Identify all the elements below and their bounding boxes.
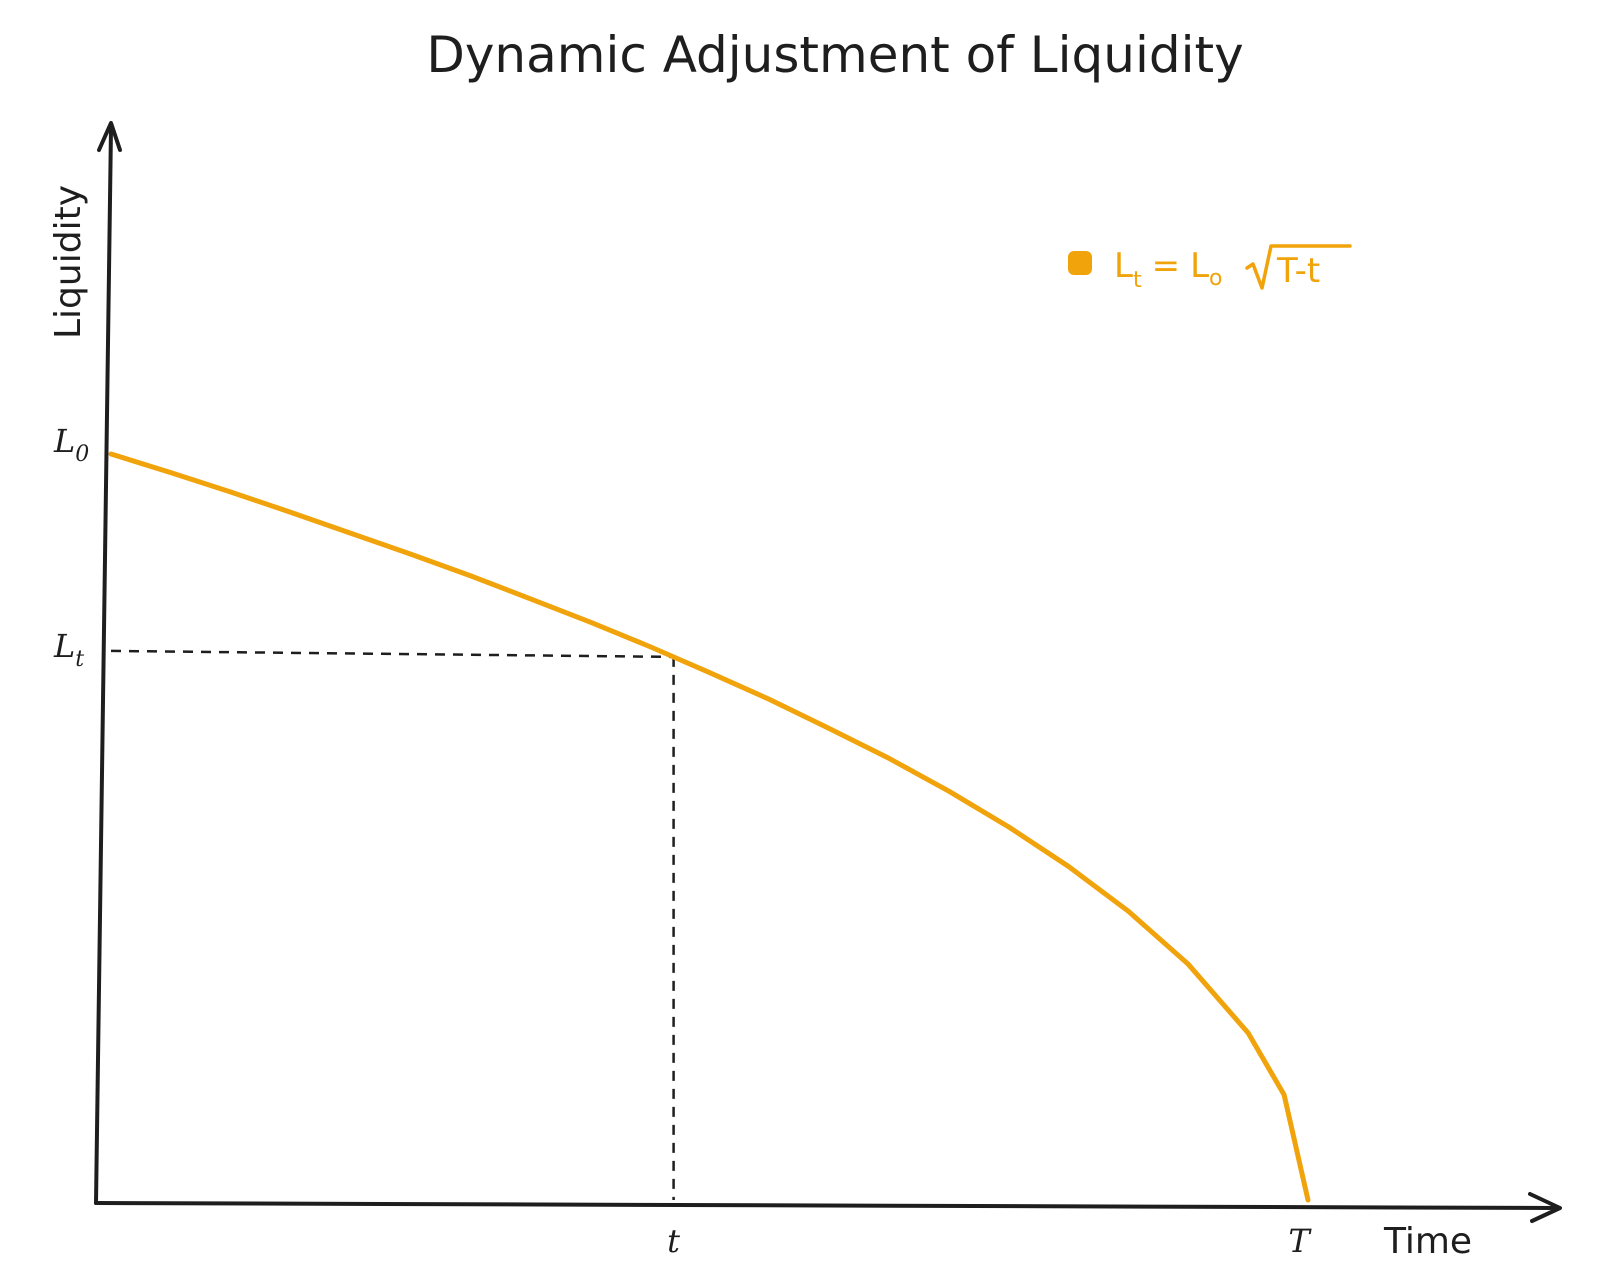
y-tick-sub: t bbox=[75, 647, 84, 672]
legend-lhs: L bbox=[1114, 246, 1133, 286]
plot-curve bbox=[108, 451, 1311, 1203]
legend-radicand: T-t bbox=[1276, 251, 1320, 291]
x-axis-label: Time bbox=[1383, 1221, 1472, 1262]
legend-equals: = bbox=[1152, 246, 1181, 286]
y-axis-line bbox=[94, 126, 113, 1205]
y-axis-arrowhead bbox=[97, 121, 122, 152]
liquidity-curve bbox=[108, 451, 1311, 1203]
legend-root-sign bbox=[1245, 244, 1352, 290]
legend-rhs-sub: o bbox=[1209, 266, 1222, 291]
legend-rhs: L bbox=[1190, 246, 1209, 286]
legend: Lt = Lo T-t bbox=[1068, 244, 1352, 293]
chart-title: Dynamic Adjustment of Liquidity bbox=[426, 26, 1243, 84]
guide-horizontal bbox=[110, 649, 674, 659]
y-axis-label: Liquidity bbox=[48, 185, 89, 339]
x-tick-label-T: T bbox=[1288, 1222, 1312, 1260]
y-tick-label-L0: L0 bbox=[53, 422, 89, 467]
guide-lines bbox=[110, 649, 675, 1200]
y-tick-label-Lt: Lt bbox=[53, 627, 84, 672]
x-tick-label-t: t bbox=[667, 1222, 680, 1260]
y-tick-main: L bbox=[53, 627, 75, 665]
legend-swatch bbox=[1068, 251, 1092, 275]
x-axis-line bbox=[94, 1201, 1559, 1210]
axes bbox=[94, 121, 1562, 1223]
y-tick-sub: 0 bbox=[75, 442, 89, 467]
legend-lhs-sub: t bbox=[1133, 268, 1142, 293]
svg-text:Lt=Lo: Lt = Lo bbox=[1114, 246, 1223, 293]
x-axis-arrowhead bbox=[1528, 1192, 1562, 1223]
y-tick-main: L bbox=[53, 422, 75, 460]
